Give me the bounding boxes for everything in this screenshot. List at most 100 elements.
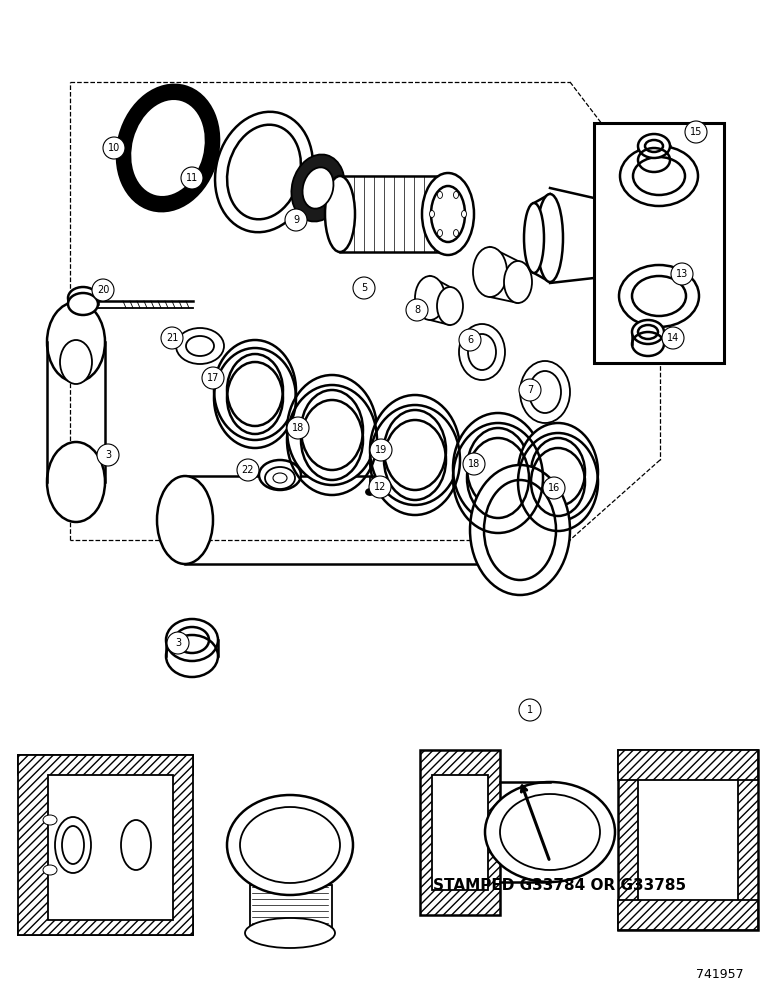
Ellipse shape bbox=[453, 413, 543, 523]
Polygon shape bbox=[594, 123, 724, 363]
Ellipse shape bbox=[620, 146, 698, 206]
Circle shape bbox=[671, 263, 693, 285]
Ellipse shape bbox=[500, 794, 600, 870]
Ellipse shape bbox=[520, 361, 570, 423]
Circle shape bbox=[353, 277, 375, 299]
Ellipse shape bbox=[459, 324, 505, 380]
Ellipse shape bbox=[537, 194, 563, 282]
Ellipse shape bbox=[166, 619, 218, 661]
Bar bbox=[618, 900, 758, 930]
Text: 13: 13 bbox=[676, 269, 688, 279]
Ellipse shape bbox=[68, 293, 98, 315]
Circle shape bbox=[97, 444, 119, 466]
Ellipse shape bbox=[438, 191, 442, 198]
Text: 1: 1 bbox=[527, 705, 533, 715]
Ellipse shape bbox=[43, 815, 57, 825]
Text: 19: 19 bbox=[375, 445, 387, 455]
Ellipse shape bbox=[47, 442, 105, 522]
Circle shape bbox=[369, 476, 391, 498]
Bar bbox=[420, 750, 500, 915]
Ellipse shape bbox=[632, 276, 686, 316]
Ellipse shape bbox=[633, 157, 685, 195]
Ellipse shape bbox=[117, 85, 219, 211]
Text: 3: 3 bbox=[105, 450, 111, 460]
Ellipse shape bbox=[176, 328, 224, 364]
Ellipse shape bbox=[384, 410, 446, 490]
Ellipse shape bbox=[265, 467, 295, 489]
Bar bbox=[18, 755, 193, 935]
Ellipse shape bbox=[68, 287, 98, 309]
Bar bbox=[638, 770, 738, 910]
Circle shape bbox=[92, 279, 114, 301]
Text: 22: 22 bbox=[242, 465, 254, 475]
Text: 10: 10 bbox=[108, 143, 120, 153]
Ellipse shape bbox=[227, 354, 283, 426]
Text: 18: 18 bbox=[468, 459, 480, 469]
Circle shape bbox=[285, 209, 307, 231]
Ellipse shape bbox=[438, 230, 442, 237]
Ellipse shape bbox=[227, 795, 353, 895]
Bar bbox=[48, 775, 173, 920]
Circle shape bbox=[662, 327, 684, 349]
Ellipse shape bbox=[301, 390, 363, 470]
Ellipse shape bbox=[485, 782, 615, 882]
Ellipse shape bbox=[422, 173, 474, 255]
Text: 741957: 741957 bbox=[696, 968, 743, 982]
Ellipse shape bbox=[215, 112, 313, 232]
Ellipse shape bbox=[638, 134, 670, 158]
Text: 14: 14 bbox=[667, 333, 679, 343]
Circle shape bbox=[181, 167, 203, 189]
Circle shape bbox=[237, 459, 259, 481]
Ellipse shape bbox=[468, 334, 496, 370]
Ellipse shape bbox=[529, 371, 561, 413]
Bar bbox=[250, 885, 332, 935]
Ellipse shape bbox=[470, 465, 570, 595]
Bar bbox=[618, 750, 758, 930]
Ellipse shape bbox=[415, 276, 445, 320]
Ellipse shape bbox=[484, 480, 556, 580]
Text: 15: 15 bbox=[690, 127, 703, 137]
Ellipse shape bbox=[273, 473, 287, 483]
Ellipse shape bbox=[130, 99, 206, 197]
Ellipse shape bbox=[291, 154, 344, 222]
Ellipse shape bbox=[531, 438, 585, 506]
Text: 12: 12 bbox=[374, 482, 386, 492]
Ellipse shape bbox=[60, 340, 92, 384]
Text: 18: 18 bbox=[292, 423, 304, 433]
Ellipse shape bbox=[366, 489, 374, 495]
Circle shape bbox=[519, 699, 541, 721]
Circle shape bbox=[161, 327, 183, 349]
Ellipse shape bbox=[453, 191, 459, 198]
Text: 21: 21 bbox=[166, 333, 178, 343]
Circle shape bbox=[167, 632, 189, 654]
Ellipse shape bbox=[325, 176, 355, 252]
Ellipse shape bbox=[638, 325, 658, 339]
Ellipse shape bbox=[43, 865, 57, 875]
Text: 17: 17 bbox=[207, 373, 219, 383]
Circle shape bbox=[202, 367, 224, 389]
Circle shape bbox=[287, 417, 309, 439]
Ellipse shape bbox=[437, 287, 463, 325]
Ellipse shape bbox=[453, 230, 459, 237]
Text: 20: 20 bbox=[96, 285, 109, 295]
Text: 11: 11 bbox=[186, 173, 198, 183]
Ellipse shape bbox=[227, 125, 301, 219]
Ellipse shape bbox=[645, 140, 663, 152]
Ellipse shape bbox=[287, 375, 377, 485]
Circle shape bbox=[519, 379, 541, 401]
Ellipse shape bbox=[240, 807, 340, 883]
Ellipse shape bbox=[175, 627, 209, 653]
Ellipse shape bbox=[186, 336, 214, 356]
Ellipse shape bbox=[62, 826, 84, 864]
Ellipse shape bbox=[518, 423, 598, 521]
Text: 7: 7 bbox=[527, 385, 533, 395]
Ellipse shape bbox=[431, 186, 465, 242]
Text: 8: 8 bbox=[414, 305, 420, 315]
Circle shape bbox=[103, 137, 125, 159]
Ellipse shape bbox=[619, 265, 699, 327]
Circle shape bbox=[406, 299, 428, 321]
Text: 16: 16 bbox=[548, 483, 560, 493]
Ellipse shape bbox=[214, 340, 296, 440]
Ellipse shape bbox=[467, 428, 529, 508]
Text: 6: 6 bbox=[467, 335, 473, 345]
